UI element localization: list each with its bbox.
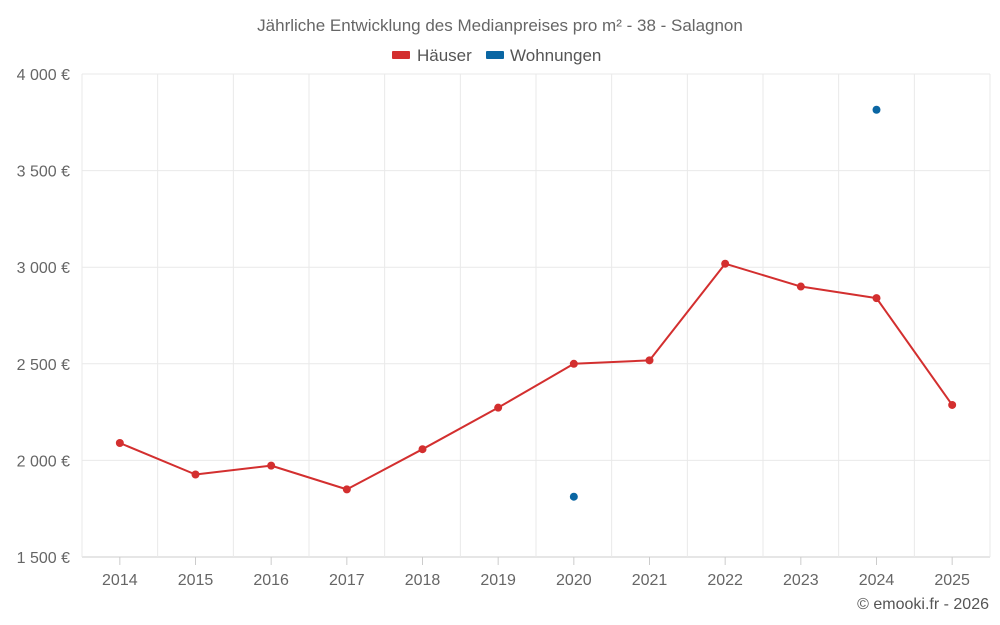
data-point-haeuser[interactable] xyxy=(645,356,654,365)
x-tick-label: 2024 xyxy=(859,572,895,589)
data-point-haeuser[interactable] xyxy=(796,282,805,291)
legend-label-wohnungen: Wohnungen xyxy=(510,46,601,65)
data-point-wohnungen[interactable] xyxy=(569,492,578,501)
x-tick-label: 2020 xyxy=(556,572,592,589)
data-point-haeuser[interactable] xyxy=(191,470,200,479)
y-tick-label: 2 000 € xyxy=(17,453,70,470)
x-tick-label: 2025 xyxy=(934,572,970,589)
legend-item-wohnungen[interactable]: Wohnungen xyxy=(486,46,601,65)
chart-title: Jährliche Entwicklung des Medianpreises … xyxy=(257,16,743,35)
legend-swatch-wohnungen xyxy=(486,51,504,59)
data-point-haeuser[interactable] xyxy=(569,359,578,368)
x-tick-label: 2018 xyxy=(405,572,441,589)
data-point-haeuser[interactable] xyxy=(342,485,351,494)
x-tick-label: 2014 xyxy=(102,572,138,589)
data-point-haeuser[interactable] xyxy=(948,400,957,409)
series-haeuser xyxy=(115,259,957,494)
copyright: © emooki.fr - 2026 xyxy=(857,596,989,613)
y-tick-label: 1 500 € xyxy=(17,550,70,567)
data-point-haeuser[interactable] xyxy=(267,461,276,470)
data-point-wohnungen[interactable] xyxy=(872,105,881,114)
y-tick-label: 3 000 € xyxy=(17,260,70,277)
x-axis-ticks: 2014 2015 2016 2017 2018 2019 2020 2021 2022 2023… xyxy=(102,557,970,589)
y-tick-label: 3 500 € xyxy=(17,164,70,181)
data-point-haeuser[interactable] xyxy=(418,445,427,454)
y-tick-label: 2 500 € xyxy=(17,357,70,374)
series-line-haeuser xyxy=(119,262,953,491)
x-tick-label: 2016 xyxy=(253,572,289,589)
x-tick-label: 2023 xyxy=(783,572,819,589)
x-tick-label: 2021 xyxy=(632,572,668,589)
data-point-haeuser[interactable] xyxy=(721,259,730,268)
series-wohnungen xyxy=(569,105,881,501)
x-tick-label: 2022 xyxy=(707,572,743,589)
grid xyxy=(81,73,991,558)
x-tick-label: 2019 xyxy=(480,572,516,589)
legend-item-haeuser[interactable]: Häuser xyxy=(392,46,472,65)
data-point-haeuser[interactable] xyxy=(872,294,881,303)
x-tick-label: 2017 xyxy=(329,572,365,589)
y-axis-ticks: 1 500 € 2 000 € 2 500 € 3 000 € 3 500 € 4 000… xyxy=(17,67,70,567)
series-layer xyxy=(115,105,957,501)
y-tick-label: 4 000 € xyxy=(17,67,70,84)
data-point-haeuser[interactable] xyxy=(494,403,503,412)
legend-swatch-haeuser xyxy=(392,51,410,59)
legend[interactable]: Häuser Wohnungen xyxy=(392,46,601,65)
legend-label-haeuser: Häuser xyxy=(417,46,472,65)
x-tick-label: 2015 xyxy=(178,572,214,589)
data-point-haeuser[interactable] xyxy=(115,439,124,448)
